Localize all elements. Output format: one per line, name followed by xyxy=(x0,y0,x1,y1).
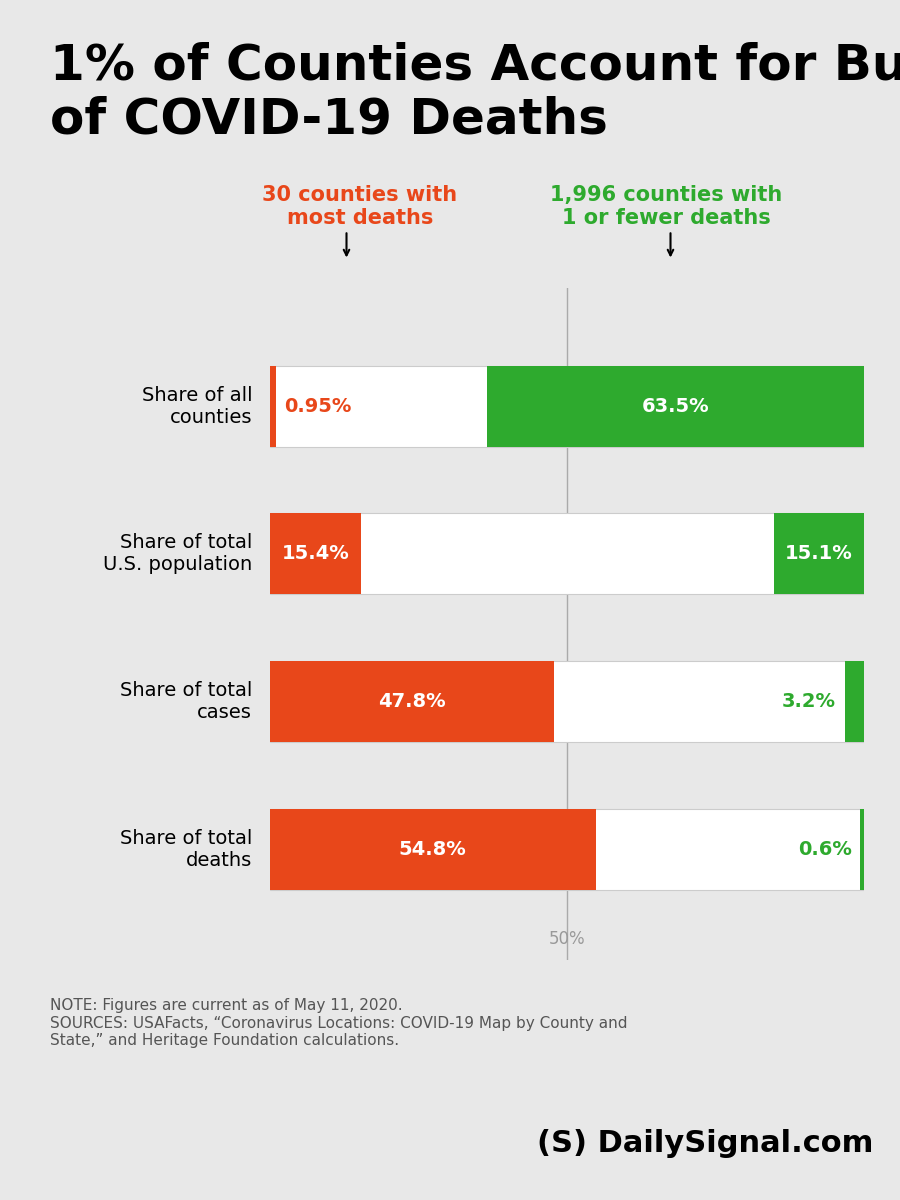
Bar xyxy=(270,809,596,890)
Bar xyxy=(270,514,864,594)
Bar xyxy=(270,366,275,446)
Text: 15.1%: 15.1% xyxy=(786,545,853,563)
Text: 0.95%: 0.95% xyxy=(284,397,352,415)
Bar xyxy=(860,809,864,890)
Text: 3.2%: 3.2% xyxy=(782,692,836,712)
Text: 1,996 counties with
1 or fewer deaths: 1,996 counties with 1 or fewer deaths xyxy=(550,185,782,228)
Text: 47.8%: 47.8% xyxy=(378,692,446,712)
Text: 30 counties with
most deaths: 30 counties with most deaths xyxy=(263,185,457,228)
Bar xyxy=(270,514,362,594)
Bar xyxy=(487,366,864,446)
Text: 63.5%: 63.5% xyxy=(642,397,709,415)
Text: Share of total
deaths: Share of total deaths xyxy=(120,829,252,870)
Text: NOTE: Figures are current as of May 11, 2020.
SOURCES: USAFacts, “Coronavirus Lo: NOTE: Figures are current as of May 11, … xyxy=(50,998,627,1049)
Text: 1% of Counties Account for Bulk: 1% of Counties Account for Bulk xyxy=(50,42,900,90)
Text: Share of total
cases: Share of total cases xyxy=(120,682,252,722)
Text: (S) DailySignal.com: (S) DailySignal.com xyxy=(536,1129,873,1158)
Text: 54.8%: 54.8% xyxy=(399,840,466,859)
Bar xyxy=(774,514,864,594)
Bar xyxy=(270,809,864,890)
Bar xyxy=(270,661,864,742)
Bar xyxy=(845,661,864,742)
Text: 50%: 50% xyxy=(549,930,585,948)
Bar xyxy=(270,661,554,742)
Bar xyxy=(270,366,864,446)
Text: 15.4%: 15.4% xyxy=(282,545,349,563)
Text: 0.6%: 0.6% xyxy=(797,840,851,859)
Text: Share of all
counties: Share of all counties xyxy=(141,385,252,427)
Text: of COVID-19 Deaths: of COVID-19 Deaths xyxy=(50,96,608,144)
Text: Share of total
U.S. population: Share of total U.S. population xyxy=(103,533,252,575)
